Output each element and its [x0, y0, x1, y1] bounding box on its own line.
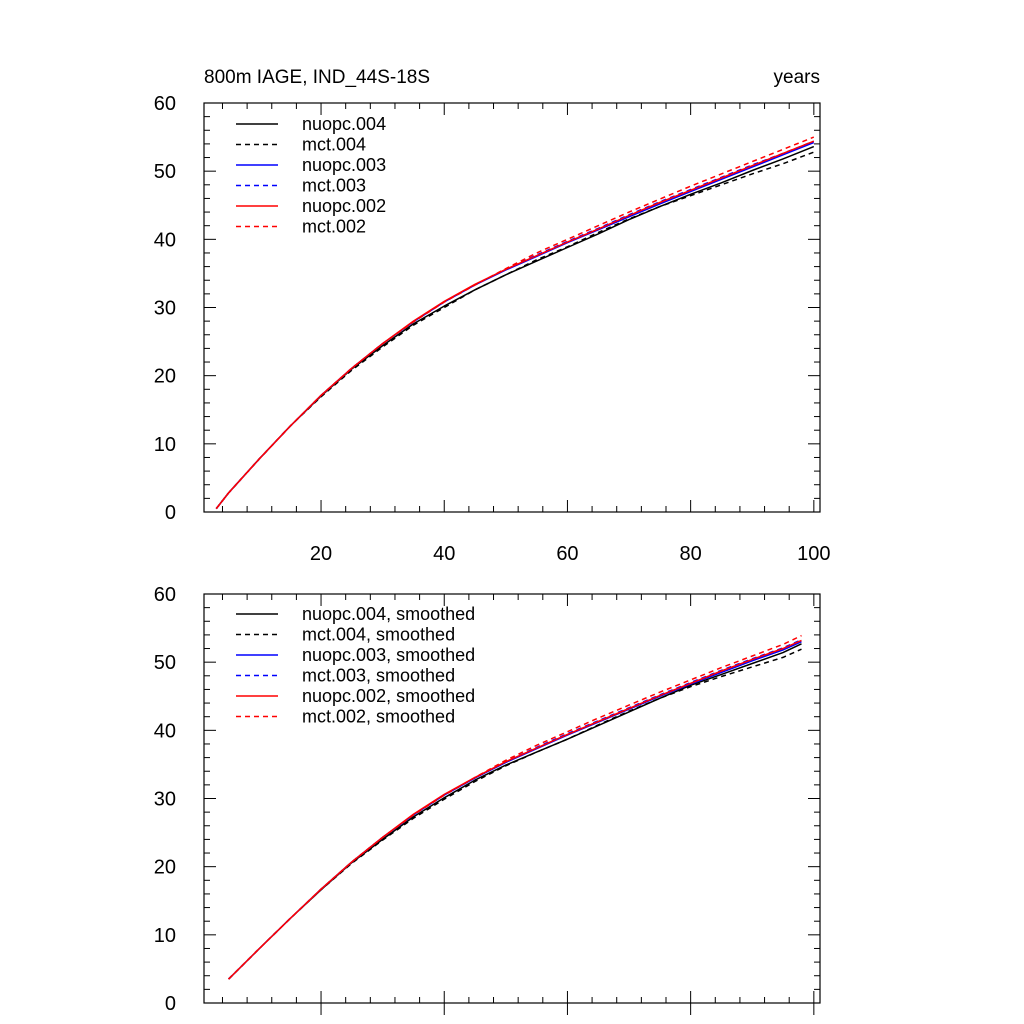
y-tick-label: 20	[154, 366, 176, 388]
y-tick-label: 30	[154, 298, 176, 320]
legend-label: mct.004	[302, 135, 366, 155]
plot-frame	[203, 102, 821, 513]
x-tick-label: 40	[433, 543, 455, 565]
y-tick-label: 0	[165, 993, 176, 1015]
legend-label: nuopc.003, smoothed	[302, 645, 475, 665]
y-tick-label: 0	[165, 502, 176, 524]
y-tick-label: 40	[154, 720, 176, 742]
y-tick-label: 10	[154, 434, 176, 456]
units-label: years	[774, 67, 820, 88]
y-tick-label: 10	[154, 925, 176, 947]
y-tick-label: 20	[154, 857, 176, 879]
y-tick-label: 30	[154, 789, 176, 811]
x-tick-label: 20	[310, 543, 332, 565]
series-line-mct-004	[215, 151, 815, 510]
legend-label: nuopc.003	[302, 155, 386, 175]
y-tick-label: 50	[154, 652, 176, 674]
bottom-panel: 0 10 20 30 40 50 60 nuopc.004, smoothedmct.004,…	[154, 584, 821, 1015]
legend-label: nuopc.002	[302, 196, 386, 216]
legend-label: mct.004, smoothed	[302, 625, 455, 645]
legend-label: mct.003, smoothed	[302, 666, 455, 686]
legend-label: nuopc.002, smoothed	[302, 686, 475, 706]
legend-label: nuopc.004, smoothed	[302, 604, 475, 624]
x-tick-label: 80	[680, 543, 702, 565]
x-tick-label: 60	[556, 543, 578, 565]
legend-label: mct.002, smoothed	[302, 707, 455, 727]
series-line-mct-002-smoothed	[228, 634, 802, 980]
series-line-mct-002	[215, 136, 815, 510]
top-panel: 0 10 20 30 40 50 60 20 40 60 80 100 800m IAGE, IND_4…	[154, 67, 831, 565]
y-tick-label: 60	[154, 93, 176, 115]
legend-label: nuopc.004	[302, 114, 386, 134]
legend-label: mct.003	[302, 176, 366, 196]
legend-label: mct.002	[302, 217, 366, 237]
plot-frame	[203, 593, 821, 1004]
y-tick-label: 60	[154, 584, 176, 606]
y-tick-label: 50	[154, 161, 176, 183]
y-tick-label: 40	[154, 229, 176, 251]
chart-title: 800m IAGE, IND_44S-18S	[204, 67, 430, 88]
x-tick-label: 100	[797, 543, 830, 565]
